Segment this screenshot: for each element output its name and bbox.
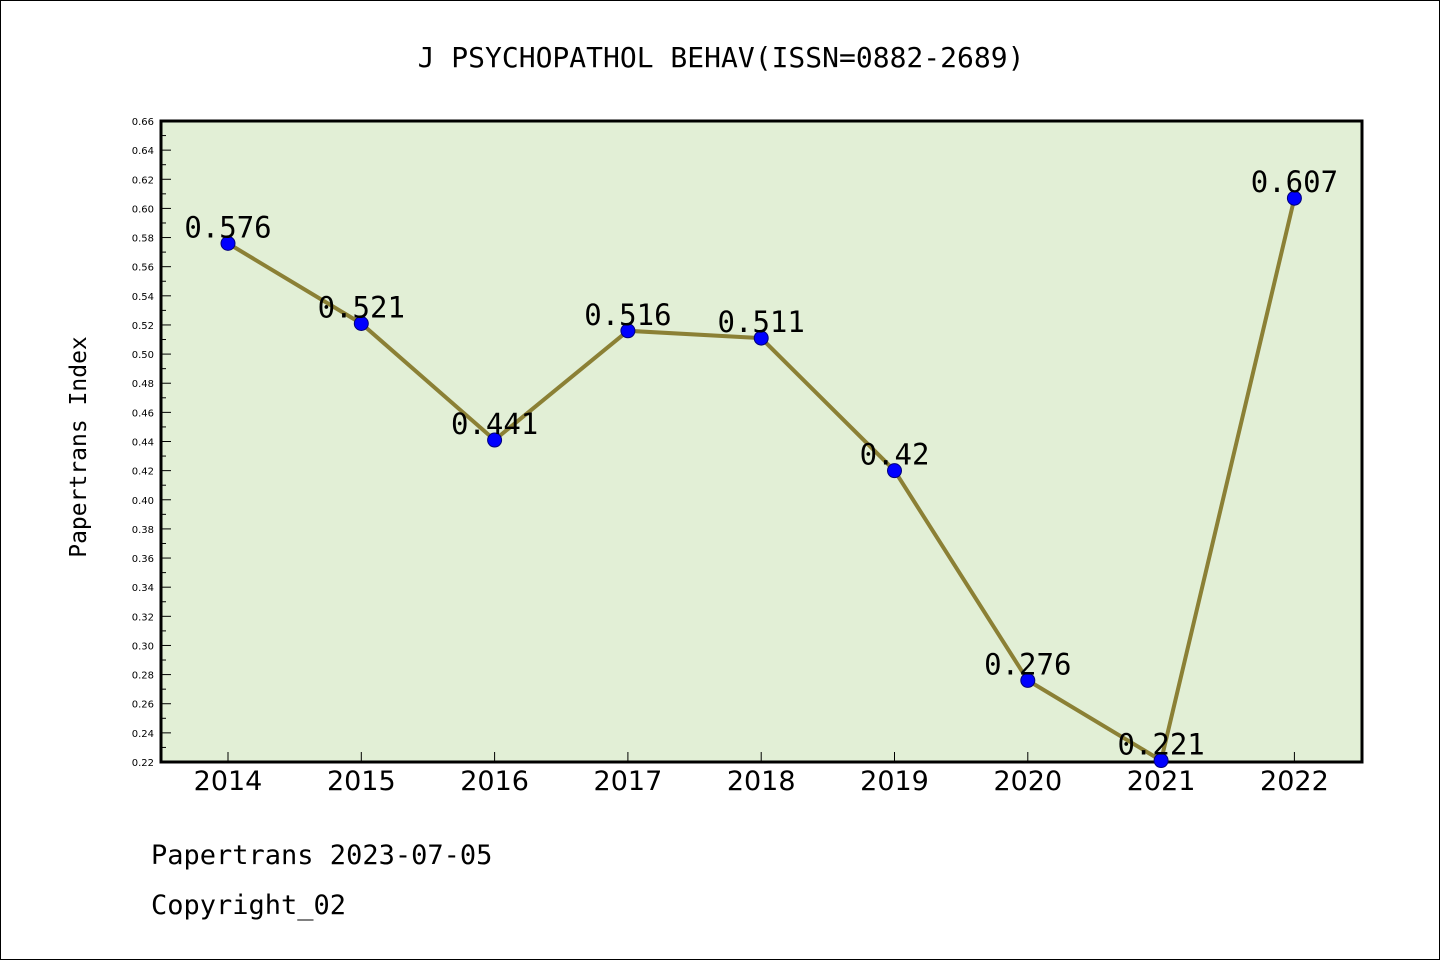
y-tick-label: 0.64	[132, 146, 154, 157]
y-tick-label: 0.60	[132, 204, 154, 215]
x-axis-ticks: 2014 2015 2016 2017 2018 2019 2020 2021 2022	[194, 752, 1329, 797]
data-label: 0.42	[860, 438, 930, 472]
data-point	[753, 330, 769, 346]
y-tick-label: 0.32	[132, 612, 154, 623]
data-label: 0.576	[184, 210, 271, 244]
y-tick-label: 0.28	[132, 671, 154, 682]
data-label: 0.276	[984, 647, 1071, 681]
y-tick-label: 0.44	[132, 438, 154, 449]
data-point	[487, 432, 503, 448]
x-tick-label: 2019	[860, 766, 929, 797]
y-tick-label: 0.38	[132, 525, 154, 536]
data-label: 0.221	[1117, 728, 1204, 762]
y-tick-label: 0.30	[132, 641, 154, 652]
data-point	[1286, 190, 1302, 206]
data-label: 0.441	[451, 407, 538, 441]
x-tick-label: 2022	[1260, 766, 1329, 797]
y-tick-label: 0.34	[132, 583, 154, 594]
footer-date: Papertrans 2023-07-05	[151, 840, 492, 871]
y-tick-label: 0.46	[132, 408, 154, 419]
y-tick-label: 0.62	[132, 175, 154, 186]
plot-area	[159, 119, 1364, 764]
y-tick-label: 0.66	[132, 117, 154, 128]
y-tick-label: 0.22	[132, 758, 154, 769]
y-tick-label: 0.24	[132, 729, 154, 740]
data-points	[220, 190, 1302, 769]
y-axis-ticks: 0.22 0.24 0.26 0.28 0.30 0.32 0.34 0.36 0.38 0.40…	[132, 117, 171, 769]
y-axis-label: Papertrans Index	[66, 336, 92, 558]
data-point	[887, 463, 902, 479]
data-point	[353, 315, 369, 331]
x-tick-label: 2017	[594, 766, 663, 797]
x-tick-label: 2018	[727, 766, 796, 797]
footer-copyright: Copyright_02	[151, 890, 346, 921]
y-tick-label: 0.40	[132, 496, 154, 507]
chart-title: J PSYCHOPATHOL BEHAV(ISSN=0882-2689)	[418, 41, 1025, 74]
data-label: 0.607	[1251, 165, 1338, 199]
data-point	[220, 235, 236, 251]
data-label: 0.521	[318, 290, 405, 324]
y-tick-label: 0.50	[132, 350, 154, 361]
y-tick-label: 0.52	[132, 321, 154, 332]
data-label: 0.516	[584, 298, 671, 332]
data-point	[1153, 753, 1169, 769]
x-tick-label: 2015	[327, 766, 396, 797]
y-tick-label: 0.36	[132, 554, 154, 565]
data-label: 0.511	[718, 305, 805, 339]
y-tick-label: 0.56	[132, 263, 154, 274]
x-tick-label: 2021	[1127, 766, 1196, 797]
x-tick-label: 2020	[993, 766, 1062, 797]
y-tick-label: 0.26	[132, 700, 154, 711]
y-tick-label: 0.48	[132, 379, 154, 390]
y-tick-label: 0.54	[132, 292, 154, 303]
data-point	[1020, 672, 1036, 688]
x-tick-label: 2016	[460, 766, 529, 797]
data-point	[620, 323, 636, 339]
x-tick-label: 2014	[194, 766, 263, 797]
data-labels: 0.576 0.521 0.441 0.516 0.511 0.42 0.276 0.221 0…	[184, 165, 1338, 761]
y-tick-label: 0.42	[132, 467, 154, 478]
y-tick-label: 0.58	[132, 234, 154, 245]
